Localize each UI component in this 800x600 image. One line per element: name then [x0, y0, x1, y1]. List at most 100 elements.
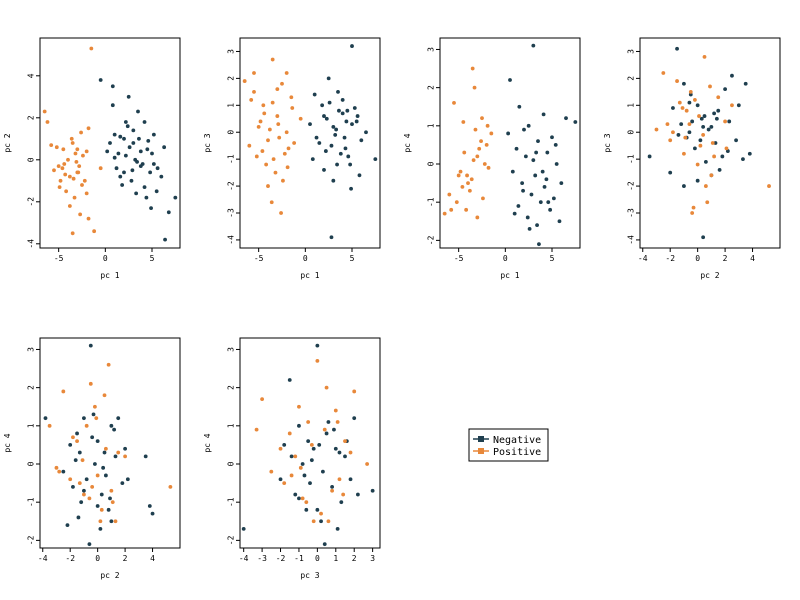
y-tick-label: -1: [227, 154, 236, 164]
data-point-negative: [98, 527, 103, 531]
data-point-positive: [93, 404, 97, 409]
data-point-negative: [140, 162, 145, 166]
data-point-positive: [52, 168, 56, 173]
data-point-positive: [266, 184, 270, 188]
data-point-negative: [520, 181, 525, 185]
data-point-positive: [273, 170, 278, 175]
data-point-negative: [118, 134, 123, 139]
data-point-positive: [287, 431, 292, 436]
data-point-negative: [333, 133, 338, 137]
data-point-positive: [489, 131, 494, 136]
series-positive: [442, 66, 494, 220]
series-negative: [506, 43, 578, 247]
data-point-negative: [145, 147, 150, 152]
data-point-negative: [538, 200, 543, 205]
y-tick-label: 3: [427, 47, 436, 52]
data-point-negative: [709, 124, 714, 129]
data-point-positive: [712, 154, 717, 159]
data-point-negative: [98, 78, 103, 82]
data-point-positive: [293, 454, 298, 459]
data-point-positive: [82, 492, 86, 497]
data-point-negative: [322, 114, 326, 118]
data-point-negative: [727, 119, 732, 124]
data-point-positive: [480, 116, 484, 121]
data-point-positive: [484, 143, 489, 147]
data-point-negative: [129, 178, 134, 183]
y-tick-label: 3: [227, 49, 236, 54]
data-point-negative: [326, 420, 331, 424]
data-point-positive: [335, 420, 340, 424]
plot-frame: [39, 37, 181, 249]
x-tick-label: 0: [303, 254, 308, 263]
data-point-negative: [350, 44, 354, 48]
plot-frame: [239, 37, 381, 249]
data-point-negative: [317, 141, 322, 145]
data-point-positive: [282, 151, 287, 156]
data-point-positive: [258, 119, 263, 124]
x-tick-label: 5: [550, 254, 555, 263]
data-point-positive: [77, 481, 82, 485]
x-tick-label: -4: [638, 254, 648, 263]
y-tick-label: 0: [27, 461, 36, 466]
data-point-negative: [120, 481, 125, 485]
data-point-negative: [312, 92, 317, 97]
y-tick-label: -2: [27, 535, 36, 545]
data-point-positive: [306, 420, 311, 424]
data-point-negative: [338, 151, 343, 156]
data-point-negative: [373, 157, 378, 162]
data-point-positive: [485, 123, 490, 128]
data-point-negative: [314, 135, 319, 140]
data-point-negative: [77, 450, 82, 455]
y-tick-label: 0: [227, 461, 236, 466]
data-point-negative: [130, 168, 135, 173]
data-point-positive: [110, 500, 115, 505]
data-point-positive: [270, 57, 275, 62]
data-point-negative: [343, 146, 348, 151]
x-tick-label: -1: [294, 554, 304, 563]
data-point-negative: [324, 116, 329, 121]
data-point-negative: [108, 141, 112, 145]
data-point-negative: [73, 458, 78, 463]
data-point-positive: [708, 84, 712, 89]
data-point-positive: [705, 200, 710, 205]
legend-label-negative: Negative: [493, 435, 541, 446]
data-point-negative: [717, 168, 722, 172]
data-point-negative: [108, 496, 112, 501]
data-point-positive: [337, 477, 342, 482]
data-point-negative: [730, 73, 734, 78]
data-point-negative: [123, 446, 127, 451]
y-tick-label: -1: [627, 154, 636, 164]
data-point-positive: [42, 109, 47, 114]
data-point-negative: [345, 108, 350, 113]
legend-box: [468, 428, 549, 462]
data-point-negative: [110, 103, 115, 108]
data-point-positive: [352, 389, 357, 394]
data-point-negative: [125, 477, 130, 482]
data-point-negative: [118, 174, 123, 179]
data-point-negative: [326, 76, 331, 81]
data-point-positive: [479, 139, 483, 143]
data-point-negative: [112, 155, 117, 160]
y-tick-label: -1: [227, 497, 236, 507]
data-point-negative: [533, 173, 538, 178]
y-tick-label: 0: [427, 161, 436, 166]
data-point-negative: [88, 343, 93, 348]
data-point-negative: [712, 111, 717, 116]
data-point-negative: [355, 114, 360, 118]
data-point-positive: [87, 496, 92, 501]
data-point-negative: [147, 504, 152, 508]
data-point-positive: [654, 127, 659, 132]
data-point-positive: [267, 127, 272, 132]
data-point-negative: [122, 136, 126, 141]
data-point-negative: [698, 138, 703, 143]
x-axis-label: pc 2: [700, 271, 719, 280]
data-point-negative: [173, 195, 178, 200]
data-point-negative: [109, 519, 114, 524]
data-point-positive: [78, 212, 83, 217]
data-point-negative: [317, 443, 322, 447]
data-point-negative: [527, 227, 532, 231]
data-point-positive: [471, 158, 476, 163]
data-point-positive: [47, 423, 52, 428]
data-point-positive: [76, 170, 81, 175]
